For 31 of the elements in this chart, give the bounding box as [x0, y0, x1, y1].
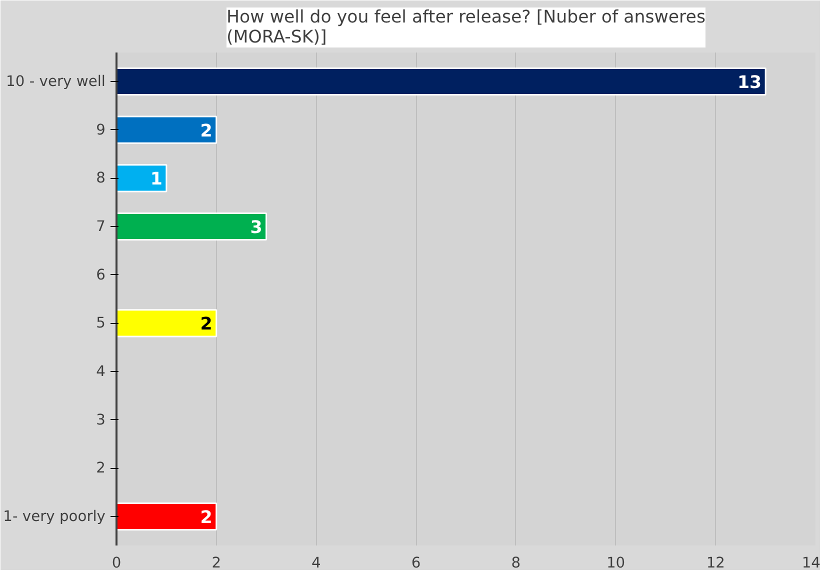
y-tick-label: 10 - very well — [6, 73, 106, 90]
x-tick-label: 0 — [112, 554, 122, 572]
bar — [116, 212, 268, 241]
bar — [116, 164, 168, 192]
bar — [116, 67, 766, 96]
y-tick-label: 2 — [96, 460, 106, 477]
bar — [116, 309, 218, 338]
y-tick-label: 9 — [96, 121, 106, 138]
y-tick-label: 3 — [96, 411, 106, 428]
chart-title: How well do you feel after release? [Nuber of answeres (MORA-SK)] — [226, 8, 706, 48]
x-tick-label: 12 — [706, 554, 725, 572]
y-tick-label: 8 — [96, 170, 106, 187]
bar — [116, 502, 218, 531]
x-tick-label: 10 — [606, 554, 626, 572]
y-tick-label: 7 — [96, 218, 106, 235]
y-tick-label: 5 — [96, 314, 106, 332]
y-tick-label: 1- very poorly — [3, 508, 106, 525]
x-tick-label: 2 — [212, 554, 222, 572]
data-label: 2 — [200, 314, 212, 335]
data-label: 2 — [200, 121, 212, 142]
x-tick-label: 6 — [411, 554, 421, 572]
data-label: 13 — [737, 73, 762, 93]
data-label: 2 — [200, 508, 212, 528]
y-tick-label: 4 — [96, 363, 106, 380]
y-tick-label: 6 — [96, 266, 106, 284]
x-tick-label: 14 — [802, 554, 821, 572]
x-tick-label: 8 — [511, 554, 521, 572]
data-label: 3 — [250, 218, 262, 238]
bar — [116, 116, 218, 144]
data-label: 1 — [150, 170, 162, 190]
x-tick-label: 4 — [312, 554, 321, 572]
